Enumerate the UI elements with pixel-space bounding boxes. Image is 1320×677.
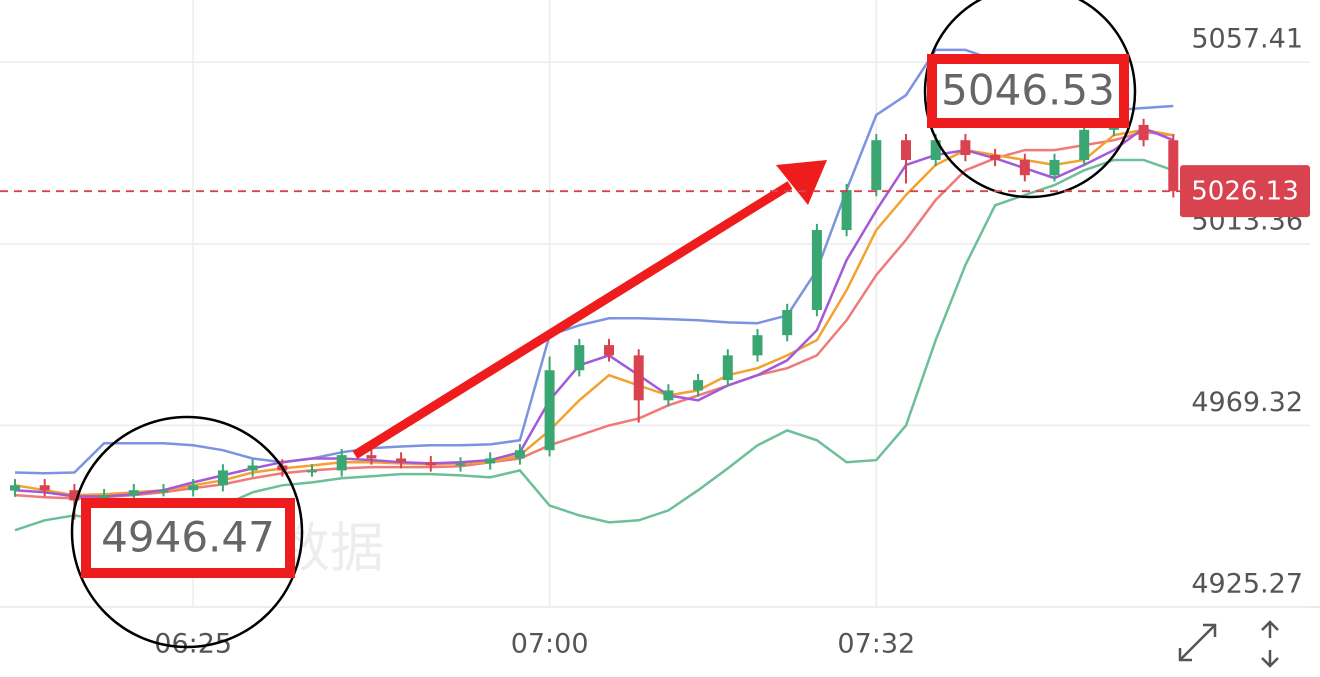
candle-body [841,190,852,231]
candle-body [128,490,139,496]
annotation-box [927,54,1129,128]
candle-body [604,345,614,356]
highlight-circle [923,0,1137,199]
y-tick-label: 4925.27 [1191,569,1303,600]
candle-body [455,463,466,466]
arrow-shaft [352,181,793,459]
candle-body [693,380,704,391]
x-tick-label: 06:25 [154,629,232,660]
candle-body [722,355,733,381]
candle-body [1019,159,1030,176]
x-tick-label: 07:32 [837,629,915,660]
candle-body [930,140,941,160]
candle-body [544,370,555,451]
candle-body [574,345,585,371]
candle-body [752,335,763,356]
candle-body [782,310,793,336]
annotation-label: 5046.53 [941,66,1115,115]
candle-body [1138,124,1149,141]
candle-body [1079,129,1090,160]
scale-button[interactable] [1261,620,1279,668]
candle-body [99,495,110,501]
candle-body [69,490,80,501]
candle-body [396,458,407,463]
last-price-tag [1180,165,1310,218]
y-tick-label: 5057.41 [1191,24,1303,55]
x-tick-label: 07:00 [511,629,589,660]
candle-body [960,140,971,156]
arrow-head [776,160,827,205]
candle-body [901,140,911,160]
candle-body [425,462,436,466]
indicator-line [14,130,1174,500]
candle-body [811,230,822,311]
candle-body [871,140,882,191]
candles [10,107,1179,520]
candle-body [366,455,377,459]
candle-body [247,465,258,471]
candle-body [485,458,496,464]
candle-body [217,470,228,486]
candle-body [1049,159,1060,176]
candle-body [514,450,525,459]
indicator-line [14,126,1174,498]
candle-body [336,455,347,471]
indicator-line [14,158,1174,532]
annotation-box [81,498,295,578]
highlight-circle [70,415,304,649]
candle-body [990,155,1001,160]
indicator-line [14,128,1174,497]
candle-body [10,485,20,491]
y-tick-label: 4969.32 [1191,387,1303,418]
last-price-label: 5026.13 [1191,177,1299,207]
zoom-button[interactable] [1178,623,1217,662]
candle-body [188,485,199,491]
candle-body [158,490,169,493]
annotation-label: 4946.47 [101,513,275,562]
candle-body [39,485,50,491]
candle-body [1168,140,1179,192]
annotation-layer: 5046.53 4946.47 5026.13 [0,0,1310,649]
candle-body [633,355,644,401]
candle-body [307,470,317,473]
candle-body [663,390,674,401]
